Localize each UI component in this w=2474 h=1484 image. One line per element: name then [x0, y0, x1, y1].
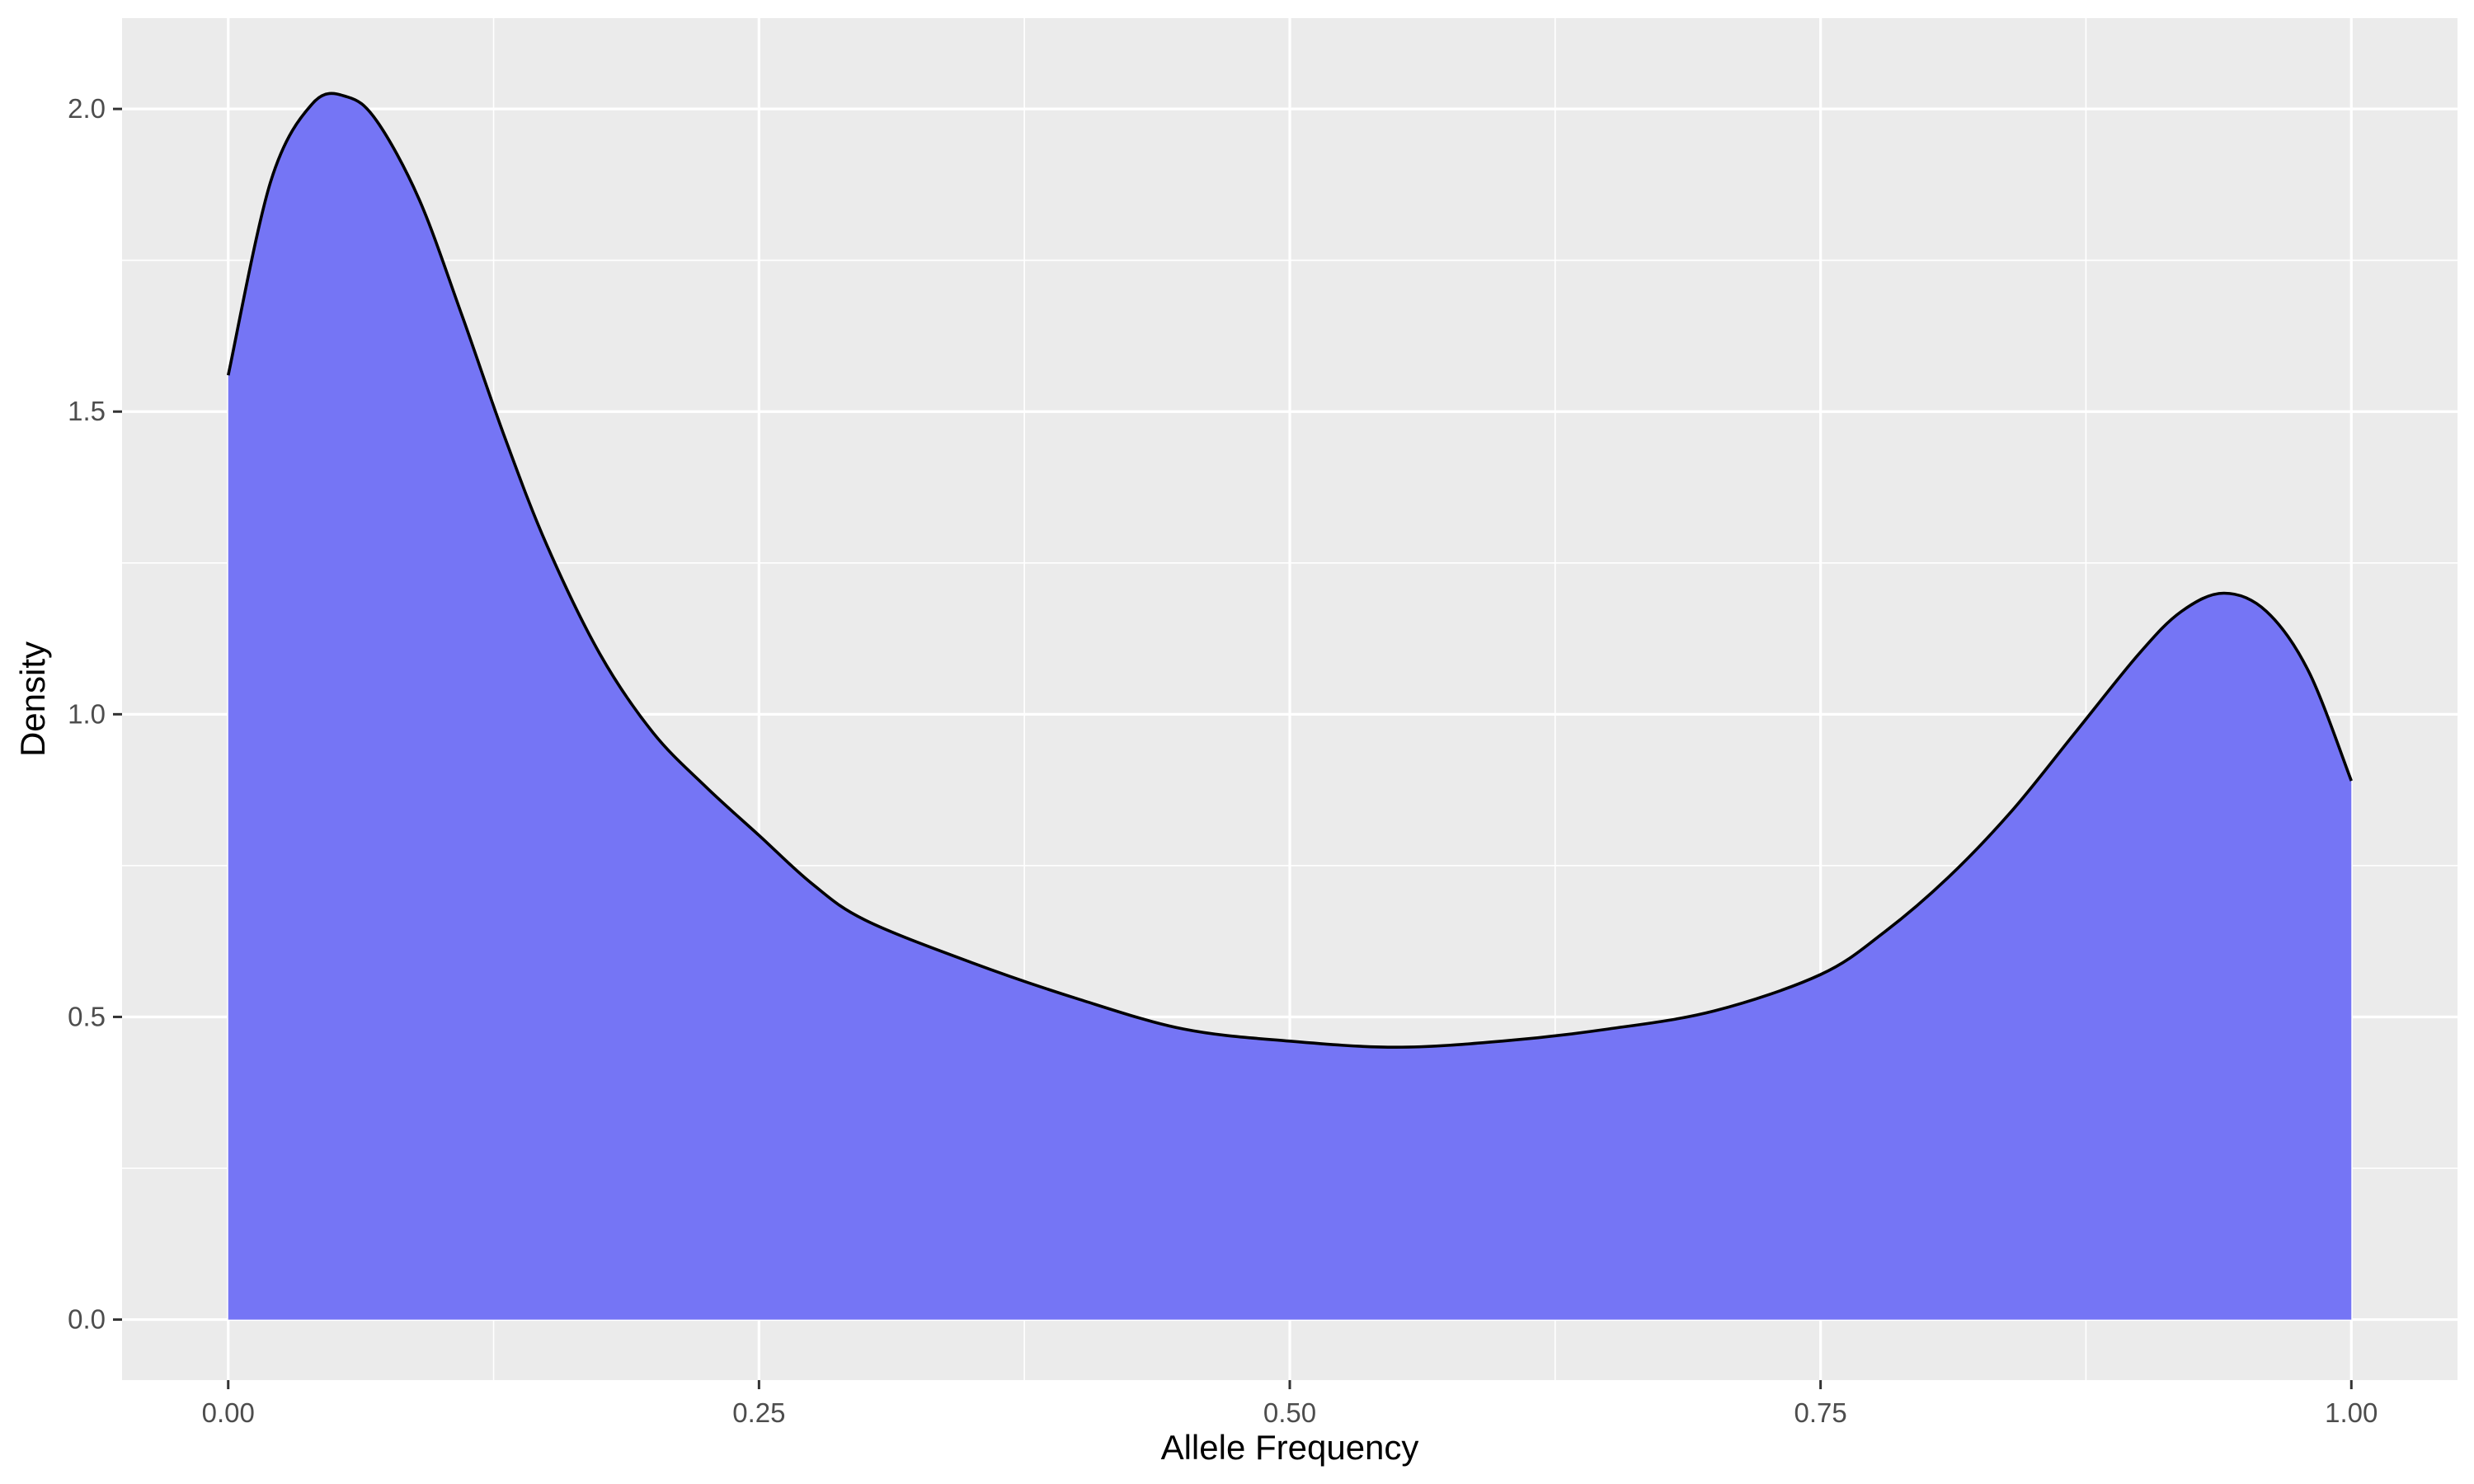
y-tick-label: 2.0	[68, 93, 106, 124]
y-tick-label: 0.0	[68, 1304, 106, 1335]
density-curve	[226, 92, 2353, 1049]
y-tick-label: 1.0	[68, 698, 106, 729]
x-tick-label: 0.50	[1263, 1397, 1316, 1428]
y-tick-label: 1.5	[68, 396, 106, 426]
y-tick-label: 0.5	[68, 1001, 106, 1031]
x-tick-label: 0.75	[1794, 1397, 1847, 1428]
x-axis: 0.00 0.25 0.50 0.75 1.00	[202, 1380, 2378, 1428]
density-series	[226, 92, 2353, 1320]
x-tick-label: 0.00	[202, 1397, 255, 1428]
density-area	[228, 93, 2352, 1320]
y-axis-title: Density	[13, 641, 52, 757]
y-axis: 0.0 0.5 1.0 1.5 2.0	[68, 93, 122, 1335]
x-tick-label: 1.00	[2325, 1397, 2378, 1428]
x-axis-title: Allele Frequency	[1161, 1428, 1419, 1467]
x-tick-label: 0.25	[732, 1397, 785, 1428]
